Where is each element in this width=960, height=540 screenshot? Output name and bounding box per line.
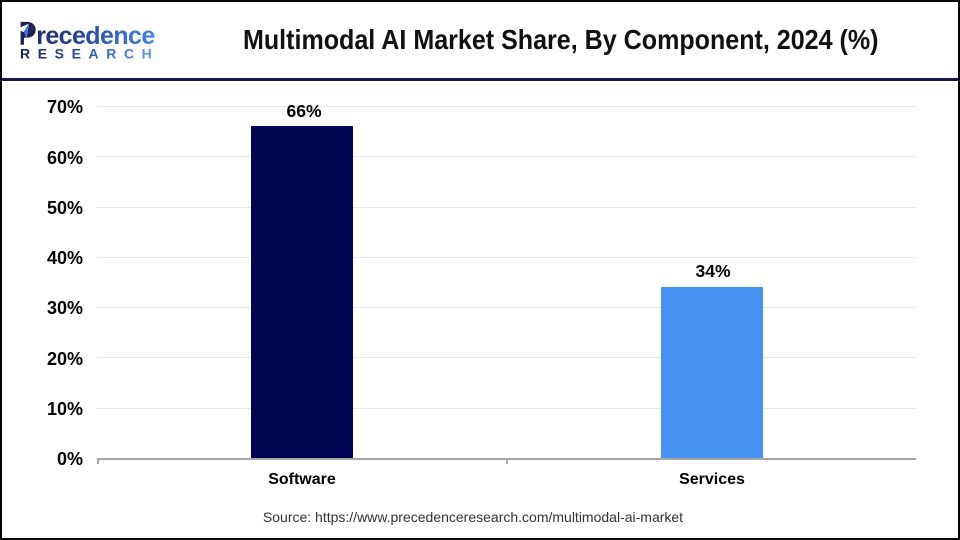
svg-text:RESEARCH: RESEARCH <box>20 45 159 61</box>
svg-text:recedence: recedence <box>36 22 155 50</box>
